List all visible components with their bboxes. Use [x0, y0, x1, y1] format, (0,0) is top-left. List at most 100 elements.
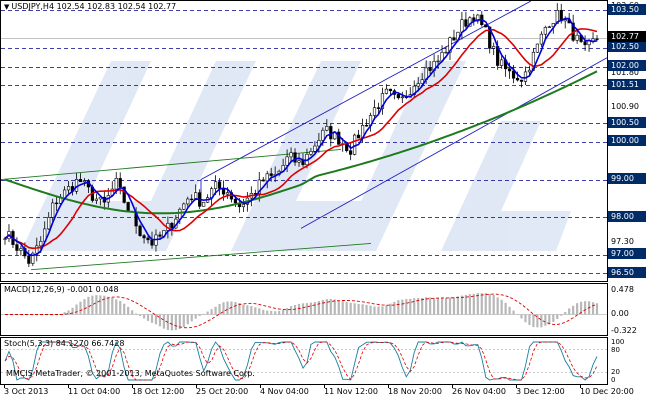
candle [27, 249, 31, 267]
candle [575, 29, 579, 44]
candle-body [349, 150, 353, 155]
candle [428, 61, 432, 75]
macd-bar [146, 314, 150, 321]
price-chart-svg[interactable] [1, 1, 607, 281]
macd-bar [23, 314, 26, 315]
macd-bar [536, 314, 539, 328]
candle [47, 212, 51, 231]
macd-bar [313, 302, 317, 315]
candle-body [27, 255, 31, 264]
candle-body [114, 178, 118, 190]
price-scale-label: 97.30 [611, 237, 634, 247]
macd-bar [63, 312, 66, 315]
macd-bar [218, 304, 221, 315]
macd-bar [222, 302, 225, 315]
candle [535, 43, 540, 53]
macd-bar [556, 314, 559, 320]
candle [555, 3, 559, 24]
candle-body [476, 14, 480, 22]
price-level-box: 98.00 [608, 210, 646, 222]
candle-body [535, 43, 540, 53]
macd-bar [87, 296, 90, 315]
candle-body [317, 140, 321, 147]
candle [269, 167, 273, 182]
candle [436, 54, 440, 69]
macd-bar [309, 302, 313, 315]
candle [317, 132, 321, 153]
macd-bar [452, 297, 456, 315]
candle [289, 147, 293, 163]
macd-bar [385, 305, 388, 315]
candle-body [325, 126, 329, 131]
candle-body [55, 202, 59, 205]
time-axis-tick [68, 385, 69, 388]
range-lower-line [30, 242, 372, 271]
candle [297, 153, 301, 167]
macd-bar [341, 301, 344, 315]
chart-header-text: USDJPY,H4 102.54 102.83 102.54 102.77 [11, 2, 177, 11]
macd-bar [262, 309, 265, 315]
candle [392, 88, 396, 100]
candle-body [233, 198, 238, 204]
macd-bar [103, 295, 106, 315]
macd-bar [512, 310, 515, 315]
macd-histogram [3, 293, 599, 331]
candle-body [372, 107, 377, 116]
macd-bar [178, 314, 181, 330]
candle-body [31, 252, 35, 264]
price-level-box: 96.50 [608, 266, 646, 278]
fast-moving-average [4, 17, 598, 257]
time-axis-tick [196, 385, 197, 388]
price-level-box: 100.00 [608, 135, 646, 147]
candle [452, 29, 456, 41]
candle-body [563, 19, 567, 22]
stoch-pane[interactable]: Stoch(5,3,3) 84.1270 66.7428 [0, 337, 608, 385]
candle-body [257, 179, 261, 194]
macd-bar [7, 314, 11, 315]
candle [7, 224, 11, 243]
macd-bar [496, 297, 499, 315]
price-level-box: 101.51 [608, 78, 646, 90]
macd-bar [329, 298, 332, 315]
macd-bar [254, 307, 257, 315]
candle-body [297, 160, 301, 163]
candle-body [82, 180, 87, 183]
candle [368, 112, 373, 132]
candle-body [19, 248, 23, 251]
time-axis-tick [260, 385, 261, 388]
candle [261, 176, 265, 182]
candle [444, 46, 448, 54]
candle-body [289, 152, 293, 158]
candle [349, 142, 353, 161]
price-pane[interactable]: ▼ USDJPY,H4 102.54 102.83 102.54 102.77 [0, 0, 608, 282]
time-axis-tick [324, 385, 325, 388]
macd-bar [131, 310, 134, 315]
candle-body [460, 19, 464, 33]
macd-bar [492, 294, 495, 315]
candle [595, 35, 599, 42]
macd-scale: 0.478 0.00 -0.322 [608, 283, 650, 336]
macd-label: MACD(12,26,9) -0.001 0.048 [4, 285, 119, 294]
candle [325, 119, 329, 132]
candle [241, 198, 245, 212]
candle [293, 148, 297, 166]
candle-body [428, 67, 432, 71]
candle [364, 119, 369, 127]
candle [492, 42, 496, 56]
macd-pane[interactable]: MACD(12,26,9) -0.001 0.048 [0, 283, 608, 336]
macd-bar [293, 305, 297, 315]
range-upper-line [1, 149, 342, 180]
macd-bar [297, 303, 301, 315]
macd-bar [548, 314, 551, 325]
mid-moving-average [4, 28, 598, 250]
candle [94, 193, 98, 205]
macd-bar [182, 314, 185, 327]
macd-bar [67, 310, 70, 315]
candle [182, 202, 186, 210]
macd-bar [444, 297, 448, 315]
macd-chart-svg [1, 293, 607, 331]
price-scale[interactable]: 103.60101.80100.9097.30103.50102.50102.0… [608, 0, 650, 282]
macd-bar [210, 309, 213, 315]
macd-bar [433, 297, 436, 315]
macd-bar [214, 306, 217, 315]
